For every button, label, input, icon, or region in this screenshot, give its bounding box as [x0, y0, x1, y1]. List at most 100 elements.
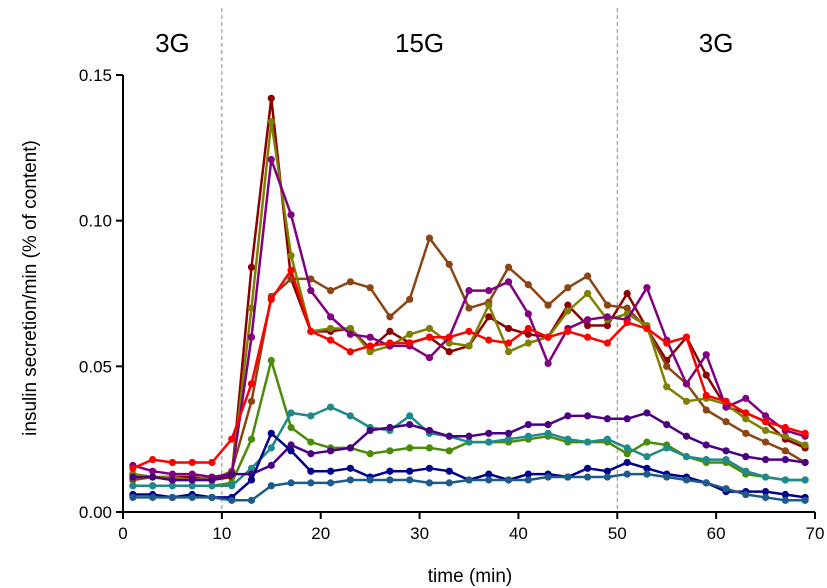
data-point: [584, 464, 592, 472]
data-point: [524, 476, 532, 484]
data-point: [682, 476, 691, 484]
data-point: [682, 397, 691, 405]
data-point: [742, 453, 750, 461]
data-point: [722, 397, 730, 405]
data-point: [524, 310, 532, 318]
data-point: [504, 339, 513, 347]
data-point: [327, 336, 335, 344]
data-point: [366, 333, 374, 341]
data-point: [445, 432, 453, 440]
data-point: [761, 426, 770, 435]
series-7: [129, 409, 809, 484]
data-point: [425, 464, 434, 472]
data-point: [386, 467, 394, 475]
data-point: [544, 333, 552, 341]
data-point: [682, 380, 691, 388]
data-point: [208, 458, 216, 467]
data-point: [208, 476, 216, 484]
data-point: [742, 467, 750, 475]
data-point: [267, 155, 275, 164]
data-point: [643, 453, 651, 461]
data-point: [267, 444, 275, 452]
data-point: [801, 496, 809, 504]
series-2: [129, 118, 809, 484]
data-point: [801, 458, 809, 467]
data-point: [287, 441, 295, 449]
data-point: [366, 426, 374, 435]
data-point: [702, 441, 710, 449]
data-point: [663, 339, 671, 347]
data-point: [208, 482, 216, 490]
data-point: [247, 464, 256, 472]
data-point: [682, 333, 691, 341]
data-point: [287, 266, 295, 274]
data-point: [228, 482, 236, 490]
data-point: [564, 301, 572, 309]
y-tick-label: 0.00: [79, 503, 112, 522]
data-point: [267, 295, 275, 303]
data-point: [465, 327, 473, 335]
data-point: [722, 455, 730, 464]
data-point: [801, 476, 809, 484]
data-point: [524, 421, 532, 429]
data-point: [702, 371, 710, 379]
data-point: [406, 421, 414, 429]
data-point: [247, 496, 256, 504]
data-point: [267, 461, 275, 469]
data-point: [188, 493, 196, 502]
data-point: [623, 444, 631, 452]
phase-label: 3G: [699, 28, 734, 58]
data-point: [228, 435, 236, 443]
data-point: [623, 450, 631, 458]
data-point: [346, 444, 354, 452]
data-point: [682, 453, 691, 461]
data-point: [485, 470, 493, 478]
data-point: [327, 324, 335, 333]
data-point: [564, 307, 572, 315]
data-point: [425, 333, 434, 341]
data-point: [761, 493, 770, 502]
data-point: [149, 493, 157, 502]
data-point: [623, 289, 631, 298]
data-point: [603, 467, 612, 475]
data-point: [603, 435, 612, 443]
data-point: [485, 429, 493, 437]
data-point: [366, 476, 374, 484]
data-point: [603, 321, 612, 330]
data-point: [524, 281, 532, 289]
series-group: [129, 94, 809, 504]
data-point: [425, 444, 434, 452]
data-point: [149, 467, 157, 475]
data-point: [168, 482, 177, 490]
data-point: [544, 421, 552, 429]
data-point: [307, 450, 315, 458]
data-point: [168, 458, 177, 467]
data-point: [366, 284, 374, 292]
data-point: [247, 333, 256, 341]
y-tick-label: 0.15: [79, 66, 112, 85]
data-point: [564, 284, 572, 292]
data-point: [485, 286, 493, 295]
x-tick-label: 50: [608, 524, 627, 543]
data-point: [346, 476, 354, 484]
data-point: [544, 301, 552, 309]
data-point: [564, 435, 572, 443]
data-point: [781, 455, 789, 464]
x-axis-label: time (min): [428, 566, 512, 587]
data-point: [267, 429, 275, 437]
data-point: [544, 359, 552, 368]
data-point: [584, 272, 592, 280]
data-point: [722, 418, 730, 426]
data-point: [702, 455, 710, 464]
data-point: [742, 394, 750, 402]
data-point: [761, 438, 770, 446]
data-point: [781, 432, 789, 440]
data-point: [465, 304, 473, 312]
data-point: [722, 403, 730, 411]
data-point: [722, 447, 730, 455]
data-point: [307, 479, 315, 487]
data-point: [544, 473, 552, 481]
data-point: [287, 423, 295, 432]
phase-labels: 3G 15G 3G: [155, 28, 733, 58]
